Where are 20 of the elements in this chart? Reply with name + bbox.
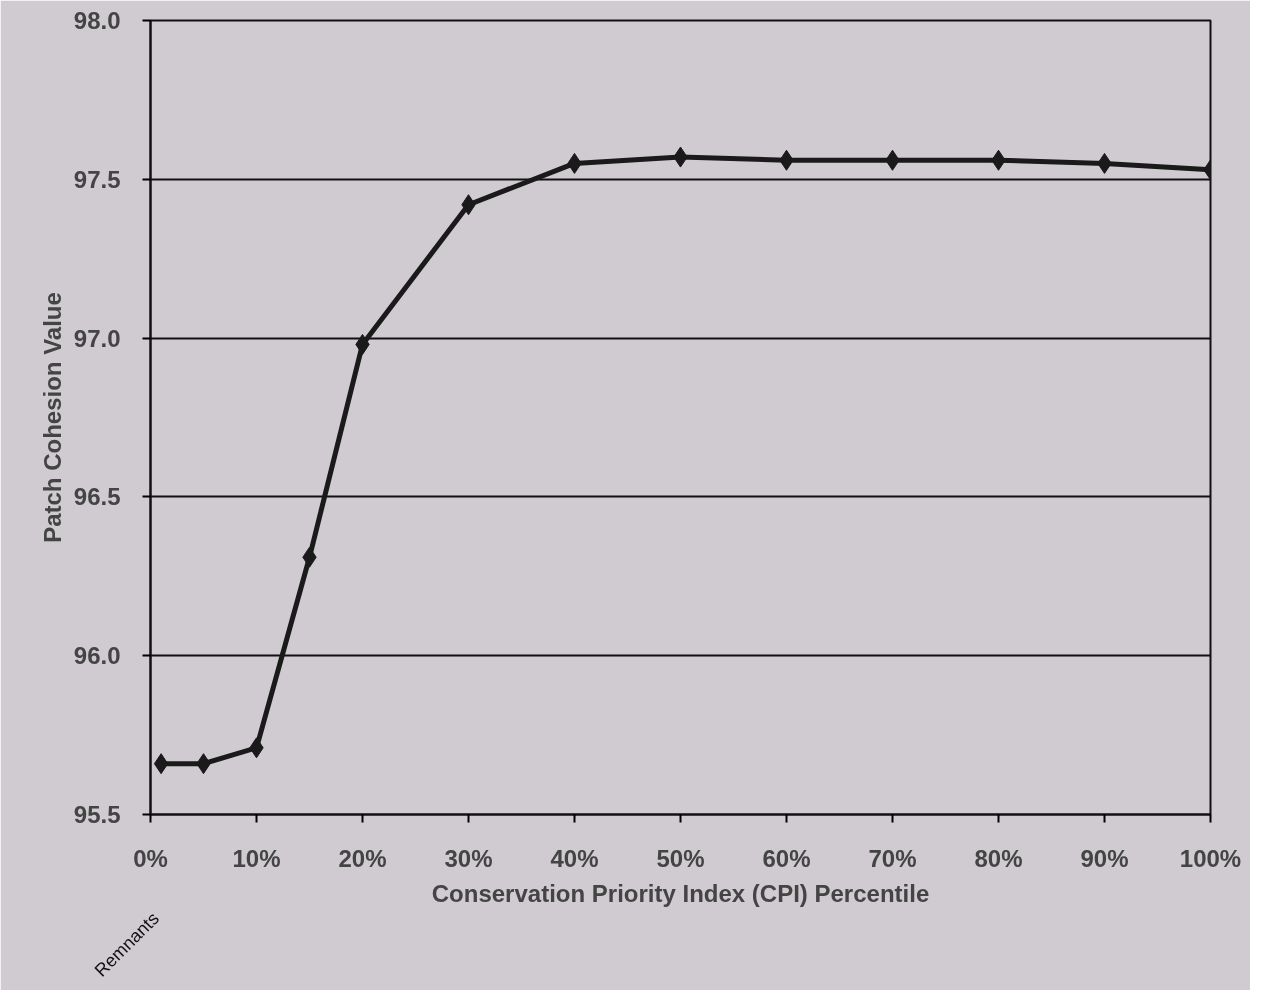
x-tick-label: 100% <box>1179 844 1242 872</box>
x-tick-label: 40% <box>550 844 599 872</box>
y-tick-label: 96.0 <box>73 642 121 670</box>
y-tick-label: 98.0 <box>73 7 121 34</box>
x-tick-label: 0% <box>133 844 168 872</box>
x-tick-label: 30% <box>444 844 493 872</box>
x-tick-label: 20% <box>338 844 387 872</box>
y-tick-label: 96.5 <box>73 483 121 511</box>
y-tick-label: 97.0 <box>73 324 121 352</box>
x-tick-label: 60% <box>762 844 811 872</box>
x-axis-title: Conservation Priority Index (CPI) Percentile <box>431 879 930 907</box>
x-tick-label: 90% <box>1080 844 1129 872</box>
x-tick-label: 10% <box>232 844 281 872</box>
x-tick-label: 70% <box>868 844 917 872</box>
y-tick-label: 95.5 <box>73 801 121 828</box>
y-axis-title: Patch Cohesion Value <box>38 292 66 543</box>
x-tick-label: 50% <box>656 844 705 872</box>
point <box>153 753 169 775</box>
y-tick-label: 97.5 <box>73 165 121 193</box>
x-tick-label: 80% <box>974 844 1023 872</box>
